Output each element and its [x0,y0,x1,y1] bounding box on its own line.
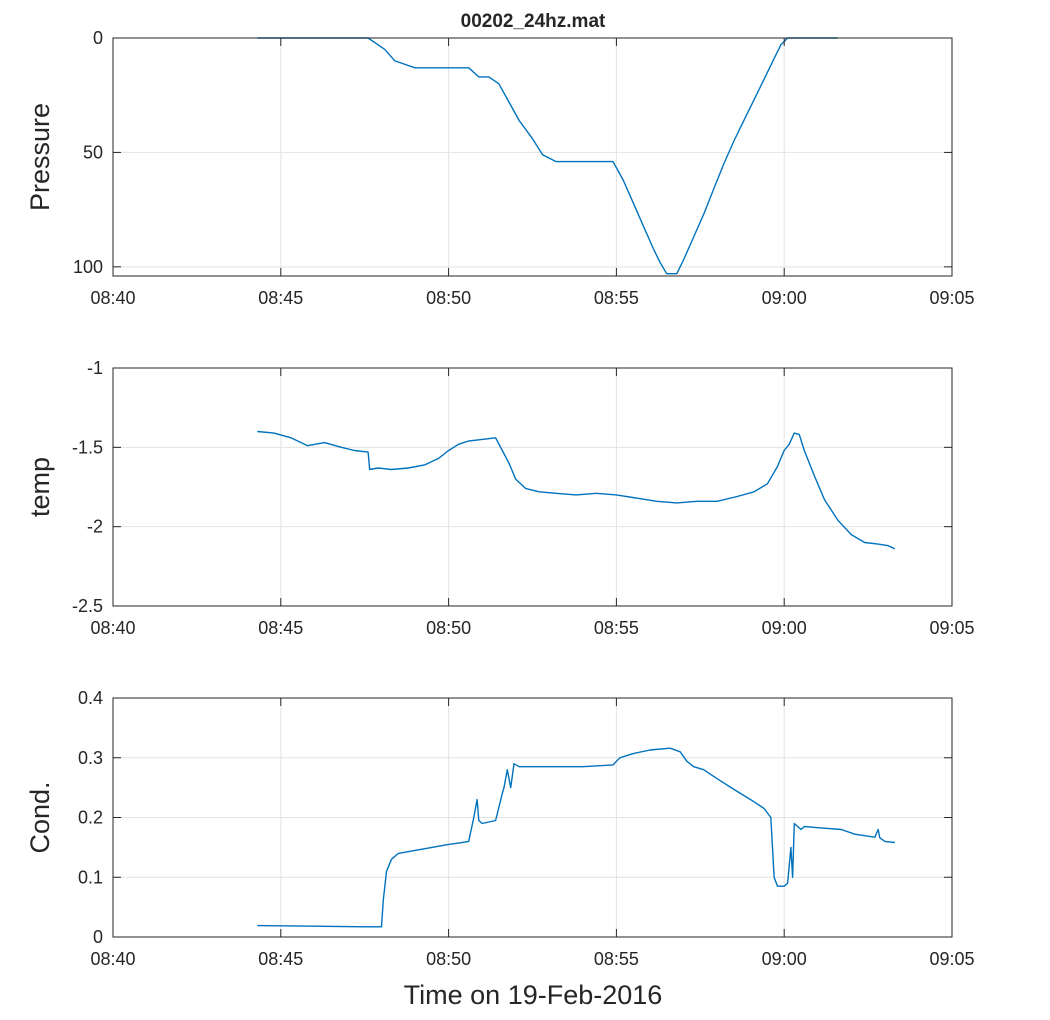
temp-x-tick-label: 09:05 [929,618,974,638]
pressure-y-axis-label: Pressure [25,103,55,211]
temp-axes-box [112,367,953,607]
pressure-x-tick-label: 08:55 [594,288,639,308]
cond-y-axis-label: Cond. [25,781,55,853]
temp-axes: 08:40 08:45 08:50 08:55 09:00 09:05 -2.5 -2 -1.5… [25,358,975,638]
cond-axes: 08:40 08:45 08:50 08:55 09:00 09:05 0 0.1 0.2 0.3… [25,688,975,969]
cond-y-tick-label: 0.3 [78,748,103,768]
temp-series-line [257,430,896,550]
temp-y-tick-label: -2 [87,517,103,537]
subplots: 08:40 08:45 08:50 08:55 09:00 09:05 0 50 100 Pres… [25,28,975,969]
temp-x-tick-label: 08:55 [594,618,639,638]
pressure-x-tick-label: 08:50 [426,288,471,308]
pressure-x-tick-label: 09:00 [762,288,807,308]
temp-y-tick-label: -1 [87,358,103,378]
cond-x-tick-label: 08:45 [258,949,303,969]
pressure-series-line [257,37,838,275]
pressure-y-tick-label: 100 [73,257,103,277]
pressure-y-tick-label: 50 [83,142,103,162]
pressure-x-tick-label: 08:45 [258,288,303,308]
cond-y-tick-label: 0 [93,927,103,947]
temp-x-tick-label: 09:00 [762,618,807,638]
temp-x-tick-label: 08:50 [426,618,471,638]
temp-x-tick-label: 08:40 [90,618,135,638]
temp-y-tick-label: -1.5 [72,437,103,457]
pressure-x-tick-label: 08:40 [90,288,135,308]
cond-x-tick-label: 09:00 [762,949,807,969]
cond-y-tick-label: 0.4 [78,688,103,708]
temp-x-tick-label: 08:45 [258,618,303,638]
pressure-y-tick-label: 0 [93,28,103,48]
cond-x-tick-label: 09:05 [929,949,974,969]
x-axis-label: Time on 19-Feb-2016 [404,980,663,1010]
pressure-x-tick-label: 09:05 [929,288,974,308]
cond-x-tick-label: 08:55 [594,949,639,969]
figure-title: 00202_24hz.mat [461,11,606,32]
temp-y-tick-label: -2.5 [72,596,103,616]
pressure-axes-box [112,37,953,277]
cond-y-tick-label: 0.1 [78,867,103,887]
pressure-axes: 08:40 08:45 08:50 08:55 09:00 09:05 0 50 100 Pres… [25,28,975,308]
cond-x-tick-label: 08:50 [426,949,471,969]
cond-y-tick-label: 0.2 [78,808,103,828]
temp-y-axis-label: temp [25,457,55,517]
cond-x-tick-label: 08:40 [90,949,135,969]
cond-series-line [257,747,895,928]
